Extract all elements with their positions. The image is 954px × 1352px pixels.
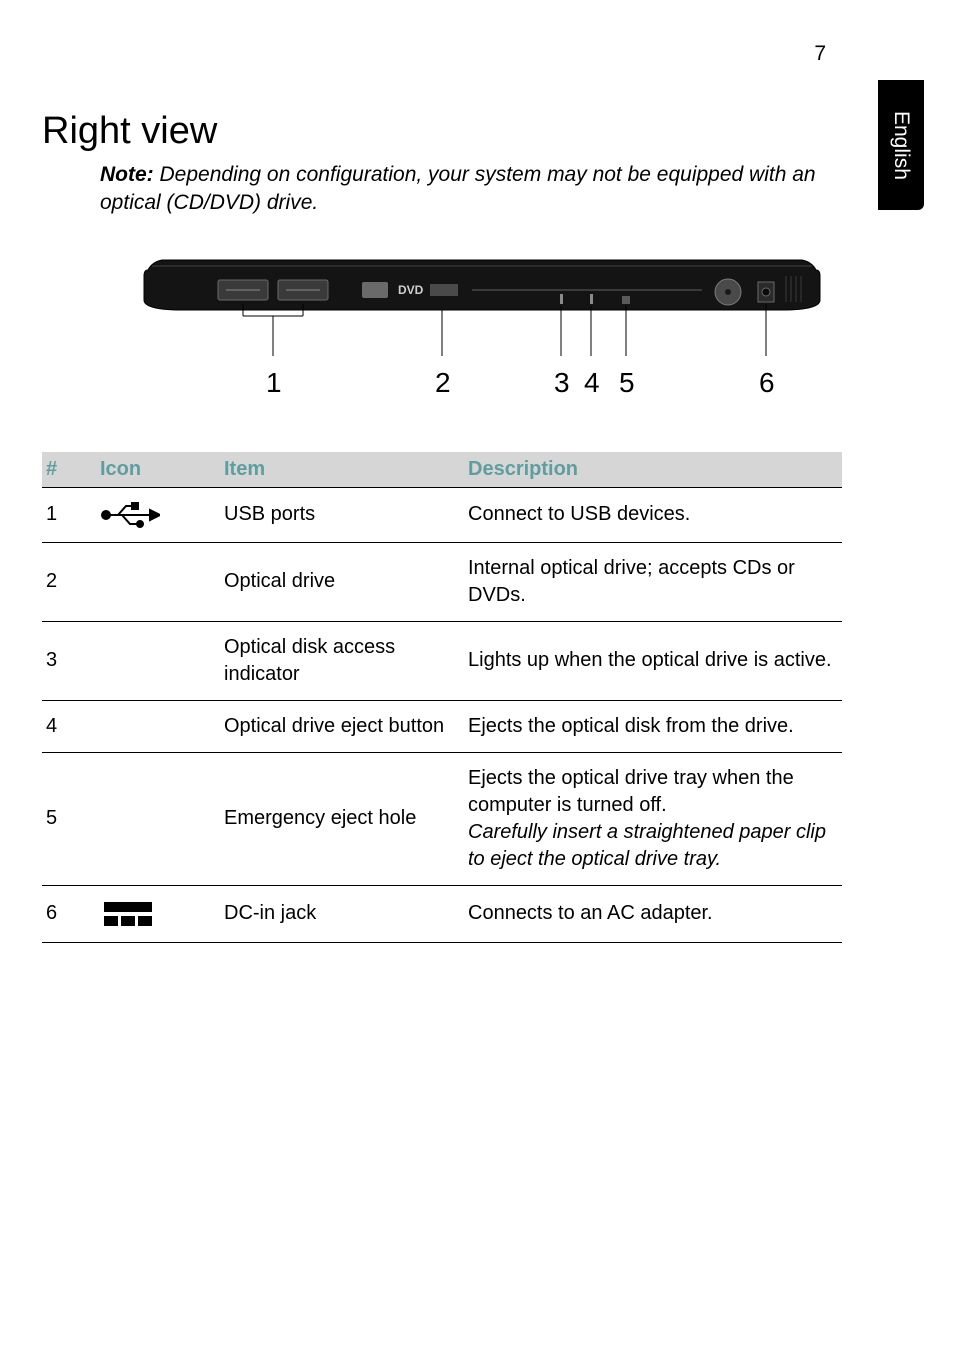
table-row: 2 Optical drive Internal optical drive; … — [42, 542, 842, 621]
col-hash-header: # — [42, 452, 96, 488]
note-body: Depending on configuration, your system … — [100, 163, 816, 214]
callout-3: 3 — [554, 367, 570, 398]
row-item: Optical drive — [220, 542, 464, 621]
col-item-header: Item — [220, 452, 464, 488]
spec-table: # Icon Item Description 1 — [42, 452, 842, 943]
row-num: 2 — [42, 542, 96, 621]
row-desc: Ejects the optical drive tray when the c… — [464, 752, 842, 885]
table-row: 3 Optical disk access indicator Lights u… — [42, 621, 842, 700]
row-icon-empty — [96, 752, 220, 885]
row-item: DC-in jack — [220, 885, 464, 942]
callout-6: 6 — [759, 367, 775, 398]
row-item: Optical disk access indicator — [220, 621, 464, 700]
row-item: Optical drive eject button — [220, 700, 464, 752]
side-language-tab: English — [878, 80, 924, 210]
page-number: 7 — [814, 42, 826, 66]
callout-1: 1 — [266, 367, 282, 398]
page: 7 English Right view Note: Depending on … — [0, 0, 954, 1352]
row-desc: Ejects the optical disk from the drive. — [464, 700, 842, 752]
content-area: Right view Note: Depending on configurat… — [42, 42, 882, 943]
row-desc: Connects to an AC adapter. — [464, 885, 842, 942]
row-num: 6 — [42, 885, 96, 942]
row-icon-empty — [96, 621, 220, 700]
callout-5: 5 — [619, 367, 635, 398]
usb-icon — [96, 487, 220, 542]
row-num: 3 — [42, 621, 96, 700]
table-row: 1 — [42, 487, 842, 542]
table-header-row: # Icon Item Description — [42, 452, 842, 488]
row-item: Emergency eject hole — [220, 752, 464, 885]
table-row: 4 Optical drive eject button Ejects the … — [42, 700, 842, 752]
row-desc: Internal optical drive; accepts CDs or D… — [464, 542, 842, 621]
note-block: Note: Depending on configuration, your s… — [100, 161, 842, 218]
row-desc: Lights up when the optical drive is acti… — [464, 621, 842, 700]
table-row: 5 Emergency eject hole Ejects the optica… — [42, 752, 842, 885]
row-item: USB ports — [220, 487, 464, 542]
row-desc-plain: Ejects the optical drive tray when the c… — [468, 767, 794, 816]
callout-4: 4 — [584, 367, 600, 398]
col-desc-header: Description — [464, 452, 842, 488]
row-num: 4 — [42, 700, 96, 752]
row-num: 1 — [42, 487, 96, 542]
row-icon-empty — [96, 700, 220, 752]
right-view-diagram: DVD — [142, 246, 822, 416]
dc-in-icon — [96, 885, 220, 942]
page-title: Right view — [42, 110, 842, 153]
col-icon-header: Icon — [96, 452, 220, 488]
row-num: 5 — [42, 752, 96, 885]
svg-text:DVD: DVD — [398, 283, 424, 297]
row-icon-empty — [96, 542, 220, 621]
note-prefix: Note: — [100, 163, 154, 186]
row-desc: Connect to USB devices. — [464, 487, 842, 542]
callout-2: 2 — [435, 367, 451, 398]
table-row: 6 DC-in jack Connects to an AC adapter. — [42, 885, 842, 942]
row-desc-em: Carefully insert a straightened paper cl… — [468, 821, 826, 870]
